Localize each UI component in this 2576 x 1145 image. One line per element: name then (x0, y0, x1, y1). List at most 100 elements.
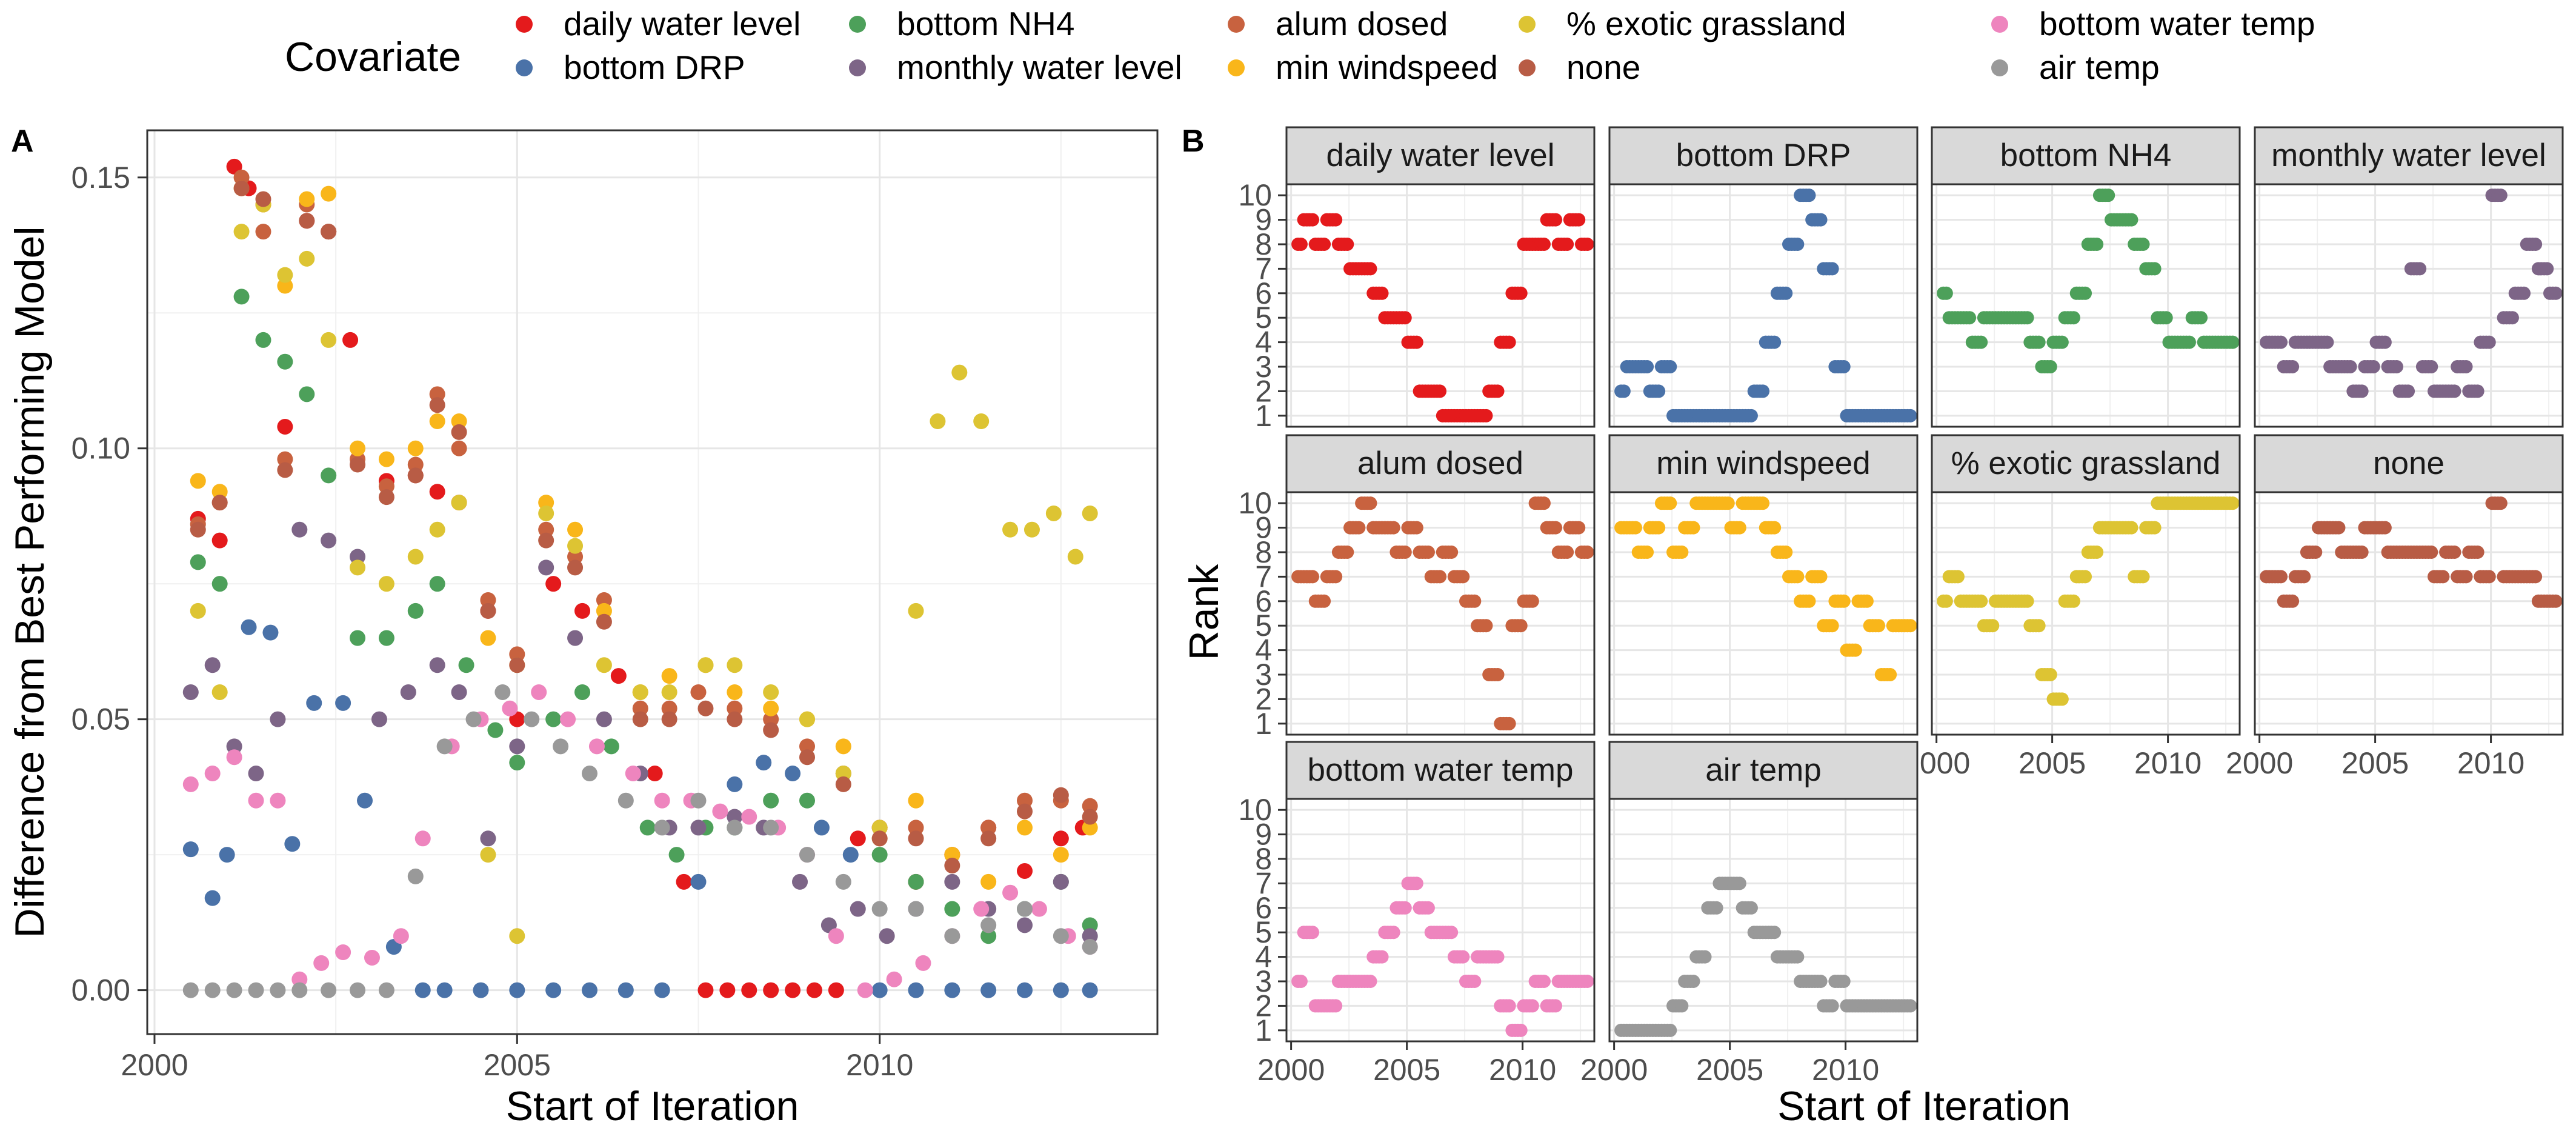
data-point (567, 559, 584, 576)
data-point (588, 738, 605, 755)
data-point (1421, 901, 1435, 915)
data-point (1628, 521, 1642, 535)
y-axis-title: Rank (1181, 564, 1227, 661)
data-point (2274, 335, 2288, 349)
data-point (2355, 545, 2369, 559)
data-point (1903, 999, 1917, 1013)
data-point (480, 592, 496, 608)
data-point (277, 451, 293, 467)
data-point (2401, 384, 2415, 398)
data-point (835, 766, 851, 782)
y-tick-label: 1 (1255, 1013, 1272, 1047)
data-point (451, 684, 467, 700)
data-point (1023, 521, 1040, 538)
data-point (1082, 917, 1098, 933)
data-point (654, 792, 670, 809)
panel-a-gridlines (147, 130, 1157, 1034)
data-point (1768, 335, 1782, 349)
x-tick-label: 2010 (2134, 746, 2202, 780)
y-tick-label: 9 (1255, 203, 1272, 237)
data-point (567, 521, 584, 538)
data-point (335, 695, 351, 711)
x-tick-label: 2005 (2341, 746, 2409, 780)
data-point (407, 549, 424, 565)
data-point (1732, 876, 1746, 890)
facet-strip (1608, 741, 1919, 800)
data-point (2366, 360, 2380, 374)
data-point (1053, 982, 1069, 998)
data-point (1053, 830, 1069, 847)
x-tick-label: 2010 (2457, 746, 2524, 780)
data-point (1375, 286, 1389, 300)
data-point (407, 467, 424, 484)
data-point (2517, 286, 2531, 300)
data-point (321, 467, 337, 484)
data-point (1456, 570, 1470, 584)
facet-frame (1285, 798, 1596, 1043)
data-point (299, 213, 315, 229)
x-tick-label: 2000 (1257, 1053, 1325, 1087)
facet-points (1614, 189, 1917, 422)
data-point (1491, 950, 1505, 964)
legend-key (516, 59, 533, 76)
data-point (1986, 619, 2000, 633)
data-point (255, 224, 271, 240)
data-point (1580, 975, 1594, 989)
data-point (509, 755, 525, 771)
data-point (509, 928, 525, 944)
data-point (1479, 409, 1493, 422)
facet-strip-label: bottom DRP (1676, 138, 1851, 173)
data-point (676, 873, 692, 890)
y-tick-label: 6 (1255, 276, 1272, 310)
data-point (596, 613, 612, 630)
data-point (727, 809, 743, 825)
data-point (480, 603, 496, 619)
data-point (270, 982, 286, 998)
data-point (1939, 286, 1953, 300)
legend-label: monthly water level (897, 48, 1182, 86)
data-point (763, 722, 779, 738)
data-point (1363, 975, 1377, 989)
data-point (378, 451, 394, 467)
data-point (1017, 982, 1033, 998)
data-point (850, 901, 866, 917)
data-point (1409, 335, 1423, 349)
data-point (2436, 570, 2450, 584)
data-point (1479, 619, 1493, 633)
data-point (980, 917, 997, 933)
data-point (1837, 360, 1851, 374)
y-tick-label: 0.05 (72, 703, 130, 736)
data-point (1514, 1023, 1528, 1037)
y-tick-label: 4 (1255, 940, 1272, 974)
data-point (1779, 286, 1793, 300)
data-point (538, 521, 554, 538)
data-point (182, 841, 199, 858)
data-point (1825, 999, 1839, 1013)
facet-frame (1931, 183, 2241, 428)
data-point (270, 792, 286, 809)
data-point (2066, 311, 2080, 325)
data-point (727, 700, 743, 716)
facet-frame (1608, 798, 1919, 1043)
y-tick-label: 0.10 (72, 432, 130, 466)
data-point (1053, 928, 1069, 944)
data-point (1560, 237, 1574, 251)
legend-key (1228, 16, 1245, 33)
legend-label: bottom NH4 (897, 5, 1074, 42)
data-point (763, 711, 779, 727)
data-point (400, 684, 416, 700)
data-point (190, 603, 206, 619)
data-point (850, 830, 866, 847)
data-point (545, 711, 562, 727)
data-point (2482, 335, 2496, 349)
data-point (429, 386, 445, 402)
data-point (1421, 545, 1435, 559)
data-point (799, 711, 815, 727)
facet-min-windspeed: min windspeed (1608, 434, 1919, 736)
data-point (219, 847, 235, 863)
data-point (2482, 570, 2496, 584)
facet-frame (1285, 491, 1596, 736)
data-point (480, 630, 496, 646)
data-point (2148, 521, 2162, 535)
data-point (211, 532, 228, 549)
